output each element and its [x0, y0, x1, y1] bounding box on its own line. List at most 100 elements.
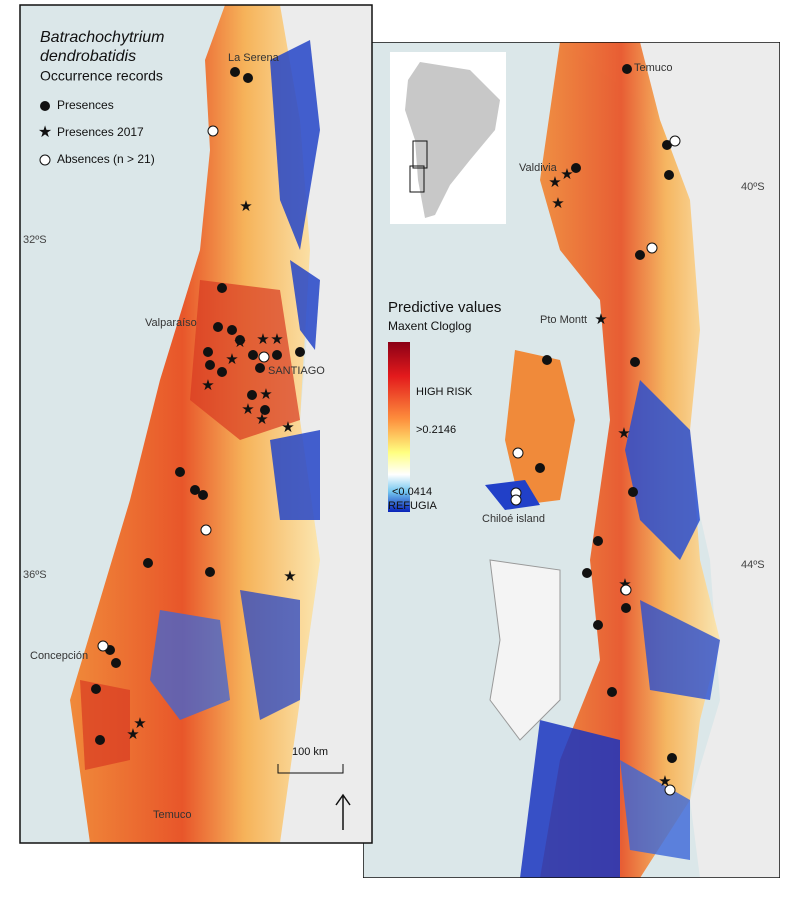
colorbar-subtitle: Maxent Cloglog: [388, 319, 471, 333]
presence-point: [571, 163, 581, 173]
presence-2017-point: ★: [256, 331, 269, 348]
presence-point: [95, 735, 105, 745]
presence-point: [607, 687, 617, 697]
absence-point: [97, 640, 109, 652]
right-map: [363, 42, 780, 878]
presence-2017-point: ★: [201, 377, 214, 394]
absence-point: [207, 125, 219, 137]
legend-symbol: [39, 154, 51, 166]
title: dendrobatidis: [40, 48, 136, 65]
subtitle: Occurrence records: [40, 68, 163, 84]
absence-point: [512, 447, 524, 459]
legend-symbol: [40, 101, 50, 111]
presence-2017-point: ★: [241, 401, 254, 418]
place-label: Temuco: [634, 62, 673, 74]
presence-2017-point: ★: [233, 334, 246, 351]
presence-point: [203, 347, 213, 357]
presence-2017-point: ★: [225, 351, 238, 368]
place-label: Pto Montt: [540, 314, 587, 326]
absence-point: [620, 584, 632, 596]
presence-point: [542, 355, 552, 365]
presence-2017-point: ★: [617, 425, 630, 442]
presence-point: [205, 567, 215, 577]
place-label: SANTIAGO: [268, 365, 325, 377]
presence-point: [535, 463, 545, 473]
absence-point: [646, 242, 658, 254]
presence-2017-point: ★: [255, 411, 268, 428]
scale-bar: 100 km: [277, 746, 344, 774]
presence-point: [260, 405, 270, 415]
presence-point: [111, 658, 121, 668]
presence-point: [190, 485, 200, 495]
presence-point: [255, 363, 265, 373]
occurrence-points: ★★ ★ ★★★★★★★★★★★★★★★★★: [91, 64, 681, 796]
latitude-label: 36ºS: [23, 569, 47, 581]
latitude-label: 40ºS: [741, 181, 765, 193]
place-label: Chiloé island: [482, 513, 545, 525]
presence-point: [227, 325, 237, 335]
colorbar-low: <0.0414: [392, 486, 432, 498]
presence-point: [217, 367, 227, 377]
presence-point: [91, 684, 101, 694]
presence-2017-point: ★: [239, 198, 252, 215]
latitude-label: 32ºS: [23, 234, 47, 246]
presence-point: [628, 487, 638, 497]
colorbar-title: Predictive values: [388, 299, 501, 316]
presence-point: [247, 390, 257, 400]
absence-point: [200, 524, 212, 536]
legend-label: Absences (n > 21): [57, 152, 155, 166]
presence-point: [235, 335, 245, 345]
absence-point: [664, 784, 676, 796]
presence-2017-point: ★: [259, 386, 272, 403]
absence-point: [510, 494, 522, 506]
scale-label: 100 km: [292, 746, 328, 758]
presence-2017-point: ★: [126, 726, 139, 743]
presence-2017-point: ★: [594, 311, 607, 328]
presence-point: [198, 490, 208, 500]
presence-point: [622, 64, 632, 74]
presence-point: [143, 558, 153, 568]
place-label: La Serena: [228, 52, 280, 64]
legend-label: Presences: [57, 98, 114, 112]
presence-2017-point: ★: [551, 195, 564, 212]
presence-point: [582, 568, 592, 578]
colorbar-mid: >0.2146: [416, 424, 456, 436]
title: Batrachochytrium: [40, 29, 165, 46]
presence-point: [243, 73, 253, 83]
presence-2017-point: ★: [281, 419, 294, 436]
place-label: Valparaíso: [145, 317, 197, 329]
presence-2017-point: ★: [133, 715, 146, 732]
presence-point: [630, 357, 640, 367]
latitude-label: 44ºS: [741, 559, 765, 571]
absence-point: [669, 135, 681, 147]
place-label: Valdivia: [519, 162, 558, 174]
presence-point: [295, 347, 305, 357]
absence-point: [258, 351, 270, 363]
place-label: Concepción: [30, 650, 88, 662]
inset-map: [390, 52, 506, 224]
presence-point: [217, 283, 227, 293]
colorbar-refugia: REFUGIA: [388, 500, 438, 512]
presence-point: [213, 322, 223, 332]
left-map: [19, 4, 373, 844]
presence-point: [593, 620, 603, 630]
presence-point: [205, 360, 215, 370]
place-label: Temuco: [153, 809, 192, 821]
presence-2017-point: ★: [283, 568, 296, 585]
north-arrow: [335, 793, 351, 830]
presence-2017-point: ★: [548, 174, 561, 191]
presence-point: [621, 603, 631, 613]
presence-point: [664, 170, 674, 180]
presence-point: [667, 753, 677, 763]
colorbar-ramp: [388, 342, 410, 512]
presence-point: [248, 350, 258, 360]
presence-point: [662, 140, 672, 150]
presence-2017-point: ★: [560, 166, 573, 183]
legend-symbol: ★: [38, 124, 52, 141]
presence-point: [175, 467, 185, 477]
legend-label: Presences 2017: [57, 125, 144, 139]
presence-point: [635, 250, 645, 260]
presence-point: [593, 536, 603, 546]
